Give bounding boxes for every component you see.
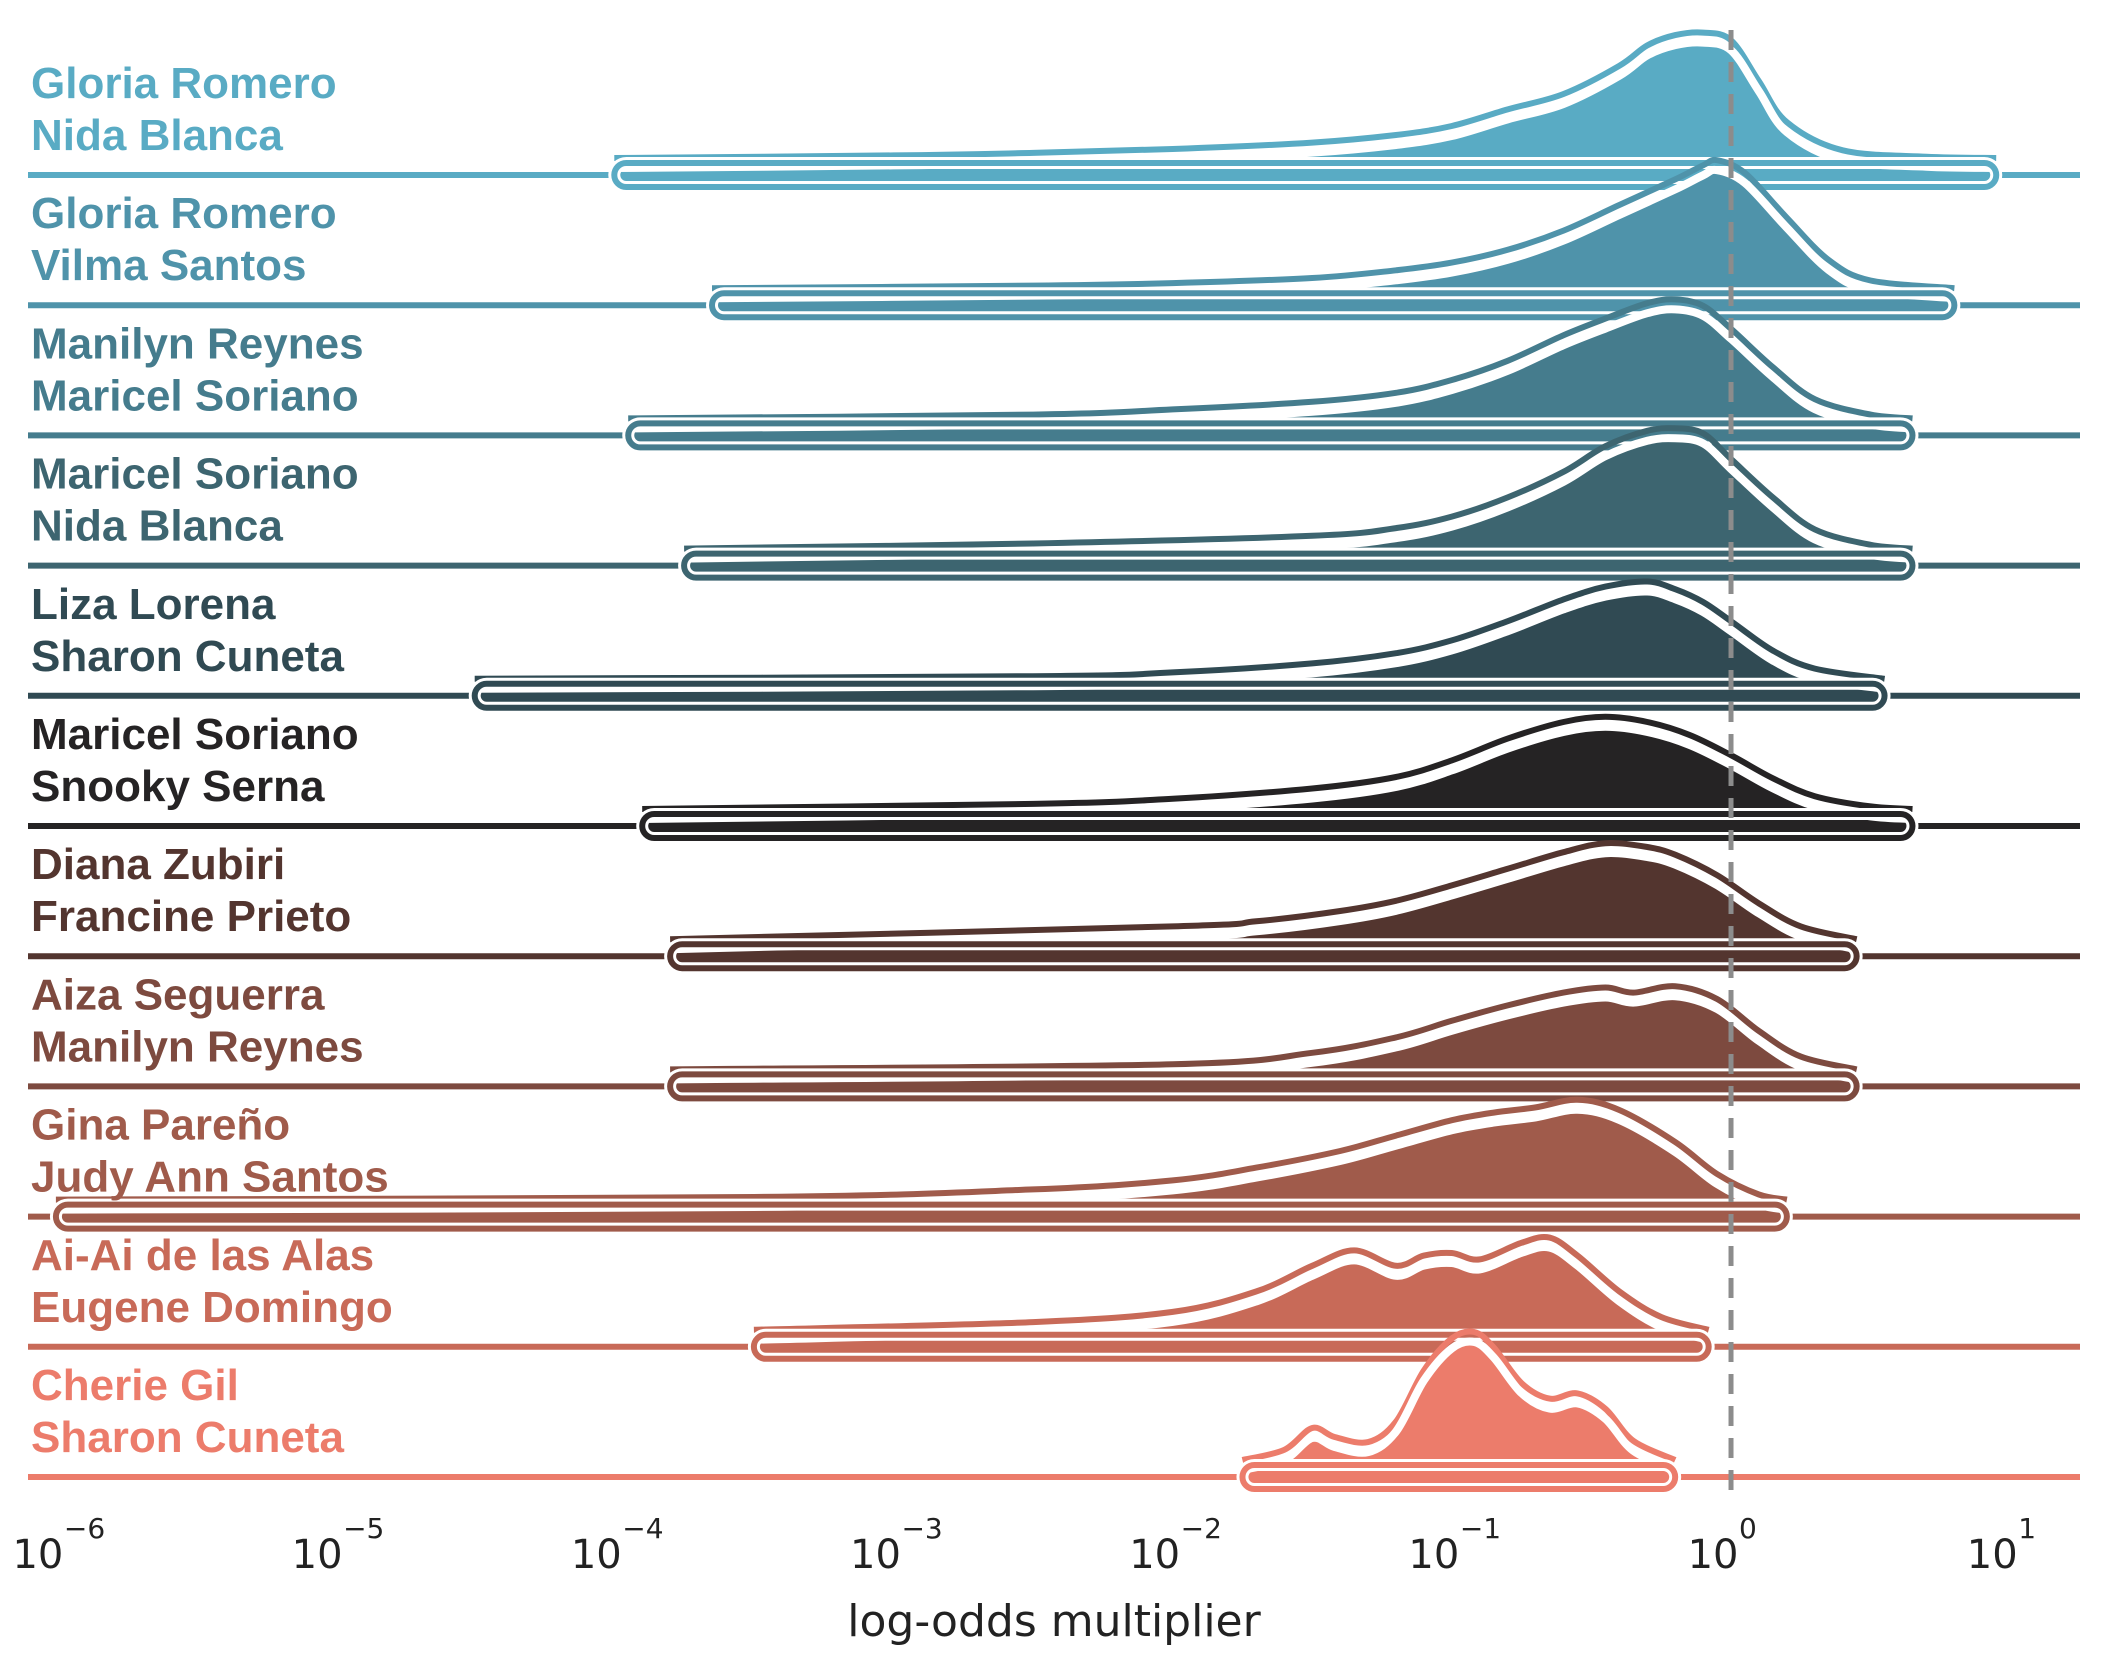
x-tick-label: 10−5	[292, 1512, 385, 1578]
ridge-row	[28, 425, 2080, 584]
row-label-line1: Maricel Soriano	[31, 710, 359, 759]
density-fill	[670, 853, 1857, 964]
x-tick-base: 10	[850, 1532, 901, 1578]
density-fill	[628, 309, 1913, 443]
x-tick-exponent: −4	[622, 1512, 663, 1545]
x-tick-exponent: −1	[1460, 1512, 1501, 1545]
density-outline	[1241, 1328, 1677, 1463]
x-tick-base: 10	[292, 1532, 343, 1578]
ridge-row	[28, 29, 2080, 193]
row-label-line2: Francine Prieto	[31, 892, 351, 941]
density-fill	[642, 726, 1913, 833]
range-pill	[1239, 1462, 1679, 1492]
density-fill	[753, 1246, 1709, 1354]
density-fill	[614, 42, 1997, 182]
range-pill	[681, 550, 1916, 581]
ridge-row	[28, 578, 2080, 714]
x-tick-label: 101	[1967, 1512, 2036, 1578]
range-pill	[625, 420, 1916, 451]
ridges-group	[28, 29, 2080, 1495]
x-tick-exponent: −2	[1181, 1512, 1222, 1545]
row-label-line2: Vilma Santos	[31, 241, 307, 290]
range-pill	[667, 1071, 1860, 1102]
density-outline	[628, 296, 1913, 422]
density-outline	[670, 840, 1858, 943]
x-tick-label: 10−1	[1408, 1512, 1501, 1578]
row-label-line1: Liza Lorena	[31, 580, 276, 629]
row-label-line2: Eugene Domingo	[31, 1283, 393, 1332]
x-tick-label: 10−6	[12, 1512, 105, 1578]
x-tick-base: 10	[1967, 1532, 2018, 1578]
density-fill	[1242, 1341, 1676, 1484]
row-label-line2: Maricel Soriano	[31, 371, 359, 420]
density-highlight	[669, 849, 1858, 954]
row-label-line1: Maricel Soriano	[31, 450, 359, 499]
ridge-row	[28, 296, 2080, 454]
density-outline	[670, 983, 1858, 1073]
x-tick-exponent: −3	[901, 1512, 942, 1545]
x-tick-base: 10	[571, 1532, 622, 1578]
x-tick-label: 10−3	[850, 1512, 943, 1578]
density-outline	[711, 156, 1955, 292]
x-axis-label: log-odds multiplier	[847, 1596, 1261, 1647]
row-label-line1: Gina Pareño	[31, 1101, 290, 1150]
density-outline	[684, 425, 1913, 552]
row-label-line2: Sharon Cuneta	[31, 1413, 344, 1462]
row-label-line1: Aiza Seguerra	[31, 970, 325, 1019]
range-pill	[52, 1201, 1790, 1232]
row-label-line1: Cherie Gil	[31, 1361, 239, 1410]
x-tick-label: 100	[1688, 1512, 1757, 1578]
ridge-row	[28, 1234, 2080, 1365]
range-pill	[667, 941, 1860, 972]
x-tick-label: 10−2	[1129, 1512, 1222, 1578]
x-tick-base: 10	[12, 1532, 63, 1578]
density-outline	[614, 29, 1997, 161]
ridge-row	[28, 713, 2080, 844]
x-tick-base: 10	[1129, 1532, 1180, 1578]
ridge-row	[28, 1328, 2080, 1495]
row-label-line2: Snooky Serna	[31, 762, 325, 811]
x-tick-exponent: −5	[343, 1512, 384, 1545]
density-highlight	[1241, 1337, 1677, 1474]
ridge-row	[28, 983, 2080, 1105]
row-label-line2: Manilyn Reynes	[31, 1022, 364, 1071]
density-fill	[55, 1109, 1787, 1224]
density-highlight	[753, 1243, 1710, 1344]
row-label-line1: Gloria Romero	[31, 189, 337, 238]
range-pill	[471, 680, 1888, 711]
row-label-line2: Sharon Cuneta	[31, 632, 344, 681]
row-label-line2: Nida Blanca	[31, 111, 283, 160]
range-pill	[639, 811, 1916, 841]
ridge-row	[28, 840, 2080, 975]
density-fill	[684, 438, 1913, 573]
row-label-line1: Ai-Ai de las Alas	[31, 1231, 374, 1280]
range-pill	[709, 290, 1958, 321]
x-tick-base: 10	[1688, 1532, 1739, 1578]
row-label-line1: Manilyn Reynes	[31, 319, 364, 368]
density-outline	[753, 1234, 1710, 1333]
x-tick-label: 10−4	[571, 1512, 664, 1578]
ridge-row	[28, 156, 2080, 324]
row-label-line1: Diana Zubiri	[31, 840, 285, 889]
ridge-row	[28, 1096, 2080, 1235]
x-tick-exponent: 1	[2018, 1512, 2036, 1545]
row-label-line2: Nida Blanca	[31, 502, 283, 551]
x-tick-exponent: 0	[1739, 1512, 1757, 1545]
density-outline	[642, 713, 1913, 812]
density-outline	[55, 1096, 1788, 1203]
x-tick-exponent: −6	[64, 1512, 105, 1545]
density-fill	[474, 591, 1885, 703]
range-pill	[750, 1331, 1712, 1362]
row-label-line2: Judy Ann Santos	[31, 1153, 389, 1202]
range-pill	[611, 160, 2000, 190]
row-label-line1: Gloria Romero	[31, 59, 337, 108]
x-tick-base: 10	[1408, 1532, 1459, 1578]
